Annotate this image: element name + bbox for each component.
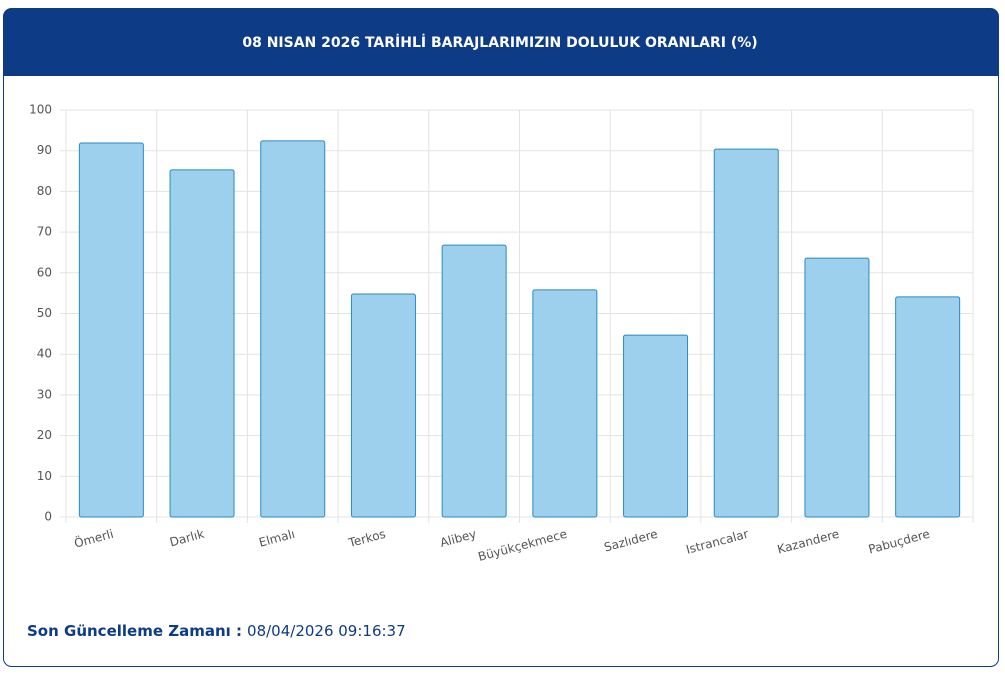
footer: Son Güncelleme Zamanı : 08/04/2026 09:16:… <box>27 622 406 640</box>
bar <box>78 142 144 518</box>
bar <box>713 148 779 518</box>
y-tick-label: 60 <box>37 265 52 279</box>
y-tick-label: 90 <box>37 143 52 157</box>
header <box>3 8 999 76</box>
bar <box>623 334 689 518</box>
footer-value: 08/04/2026 09:16:37 <box>247 622 406 640</box>
bar <box>895 296 961 518</box>
y-tick-label: 100 <box>29 103 52 117</box>
footer-label: Son Güncelleme Zamanı : <box>27 622 242 640</box>
y-tick-label: 50 <box>37 306 52 320</box>
bar <box>804 257 870 518</box>
bar <box>441 244 507 518</box>
y-tick-label: 0 <box>44 510 52 524</box>
chart-title: 08 NISAN 2026 TARİHLİ BARAJLARIMIZIN DOL… <box>242 34 757 51</box>
y-tick-label: 10 <box>37 469 52 483</box>
bar <box>260 140 326 518</box>
y-tick-label: 20 <box>37 428 52 442</box>
y-tick-label: 70 <box>37 225 52 239</box>
y-tick-label: 40 <box>37 347 52 361</box>
bar <box>532 289 598 518</box>
y-tick-label: 30 <box>37 387 52 401</box>
bar <box>350 293 416 518</box>
bar <box>169 169 235 518</box>
y-tick-label: 80 <box>37 184 52 198</box>
